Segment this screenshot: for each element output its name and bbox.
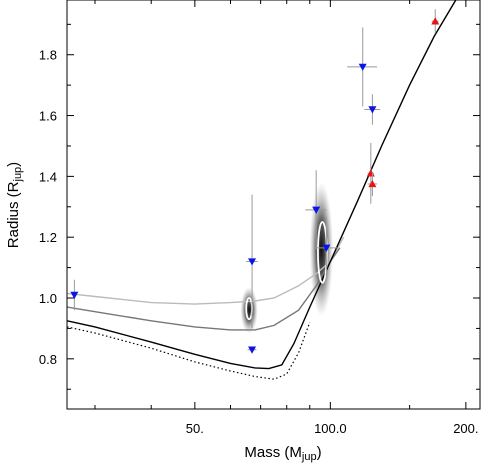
- marker: [322, 244, 331, 252]
- x-tick-label: 200.: [453, 421, 478, 436]
- x-axis-label-end: ): [317, 444, 322, 461]
- y-tick-label: 0.8: [39, 352, 57, 367]
- axis-tick-layer: 50. 100.0 200. 0.8 1.0 1.2 1.4 1.6 1.8: [39, 0, 480, 436]
- blue-point-6: [347, 27, 378, 107]
- blue-point-3: [247, 346, 257, 354]
- y-tick-label: 1.6: [39, 109, 57, 124]
- y-tick-label: 1.0: [39, 291, 57, 306]
- red-point-3: [431, 9, 440, 34]
- red-point-1: [366, 142, 375, 204]
- blue-point-2: [246, 194, 258, 329]
- y-axis-label: Radius (Rjup): [5, 162, 24, 248]
- y-tick-label: 1.8: [39, 48, 57, 63]
- marker: [70, 291, 79, 299]
- model-curve-2: [67, 247, 341, 331]
- x-axis-label: Mass (Mjup): [244, 444, 321, 463]
- x-axis-label-main: Mass (M: [244, 444, 302, 461]
- y-axis-label-subscript: jup: [12, 167, 24, 183]
- x-tick-label: 100.0: [314, 421, 347, 436]
- model-curve-4: [67, 322, 311, 380]
- y-axis-label-main: Radius (R: [5, 181, 22, 248]
- density-cloud-1: [240, 286, 258, 334]
- marker: [431, 17, 440, 25]
- model-curve-3: [67, 0, 457, 370]
- x-tick-label: 50.: [186, 421, 204, 436]
- blue-point-7: [364, 94, 381, 125]
- x-axis-label-subscript: jup: [301, 451, 317, 463]
- y-tick-label: 1.4: [39, 169, 57, 184]
- red-point-2: [367, 171, 378, 197]
- density-cloud-2: [309, 182, 334, 317]
- model-curve-1: [67, 236, 345, 305]
- plot-frame: [66, 0, 481, 410]
- marker: [248, 346, 257, 354]
- y-axis-label-end: ): [5, 162, 22, 167]
- blue-point-5: [315, 217, 338, 279]
- marker: [358, 63, 367, 71]
- probability-density-layer: [240, 182, 334, 334]
- data-point-layer: [70, 9, 440, 354]
- model-curve-layer: [67, 0, 457, 380]
- y-tick-label: 1.2: [39, 230, 57, 245]
- blue-point-1: [70, 279, 79, 311]
- marker: [368, 179, 377, 188]
- blue-point-4: [305, 170, 327, 250]
- marker: [368, 106, 377, 114]
- marker: [312, 206, 321, 214]
- marker: [248, 258, 257, 266]
